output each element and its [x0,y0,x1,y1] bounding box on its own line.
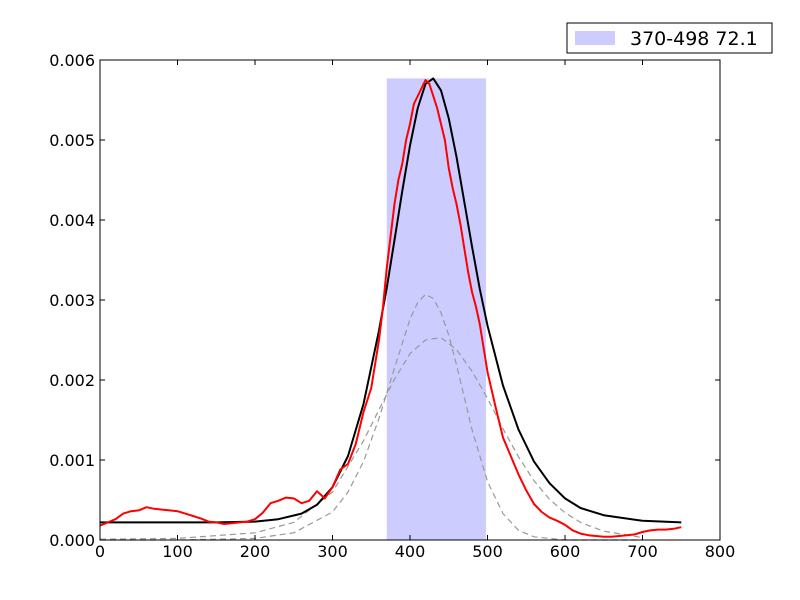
series-line-1 [99,79,682,538]
y-tick-label: 0.002 [49,371,95,390]
x-tick-label: 500 [472,542,503,561]
x-tick-label: 0 [95,542,105,561]
y-tick-label: 0.001 [49,451,95,470]
x-tick-label: 400 [395,542,426,561]
y-tick-label: 0.005 [49,131,95,150]
shaded-region [386,78,486,541]
legend-swatch [575,31,615,45]
x-tick-label: 300 [317,542,348,561]
legend: 370-498 72.1 [566,22,773,54]
y-tick-label: 0.004 [49,211,95,230]
x-tick-label: 100 [162,542,193,561]
x-tick-label: 600 [550,542,581,561]
y-tick-label: 0.003 [49,291,95,310]
x-tick-label: 800 [705,542,736,561]
plot-area [99,77,682,541]
x-tick-label: 200 [240,542,271,561]
x-tick-label: 700 [627,542,658,561]
axis-ticks: 0 100 200 300 400 500 600 700 800 0.000 0.001 0.002… [49,51,735,561]
series-line-2 [100,77,682,524]
legend-label: 370-498 72.1 [630,28,758,50]
y-tick-label: 0.006 [49,51,95,70]
y-tick-label: 0.000 [49,531,95,550]
series-line-3 [100,293,643,541]
